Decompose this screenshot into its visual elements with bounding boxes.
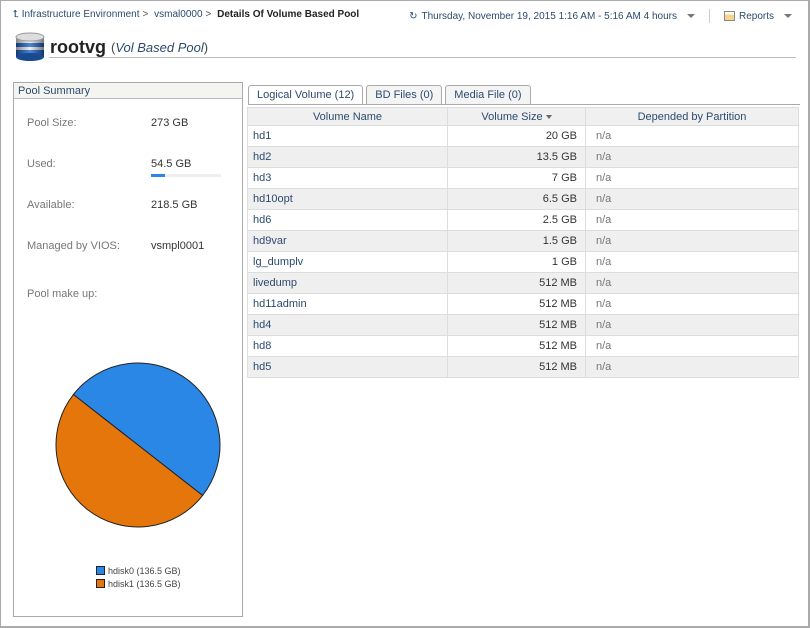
table-row[interactable]: hd9var 1.5 GB n/a xyxy=(247,230,799,252)
table-row[interactable]: hd10opt 6.5 GB n/a xyxy=(247,188,799,210)
time-range-icon: ↻ xyxy=(409,10,418,22)
table-row[interactable]: hd6 2.5 GB n/a xyxy=(247,209,799,231)
divider xyxy=(708,9,710,23)
used-progress-bar xyxy=(151,174,221,177)
depended-by-partition-cell: n/a xyxy=(585,293,799,315)
tab-bd-files[interactable]: BD Files (0) xyxy=(366,85,443,104)
volume-size-cell: 20 GB xyxy=(447,125,586,147)
volume-size-cell: 2.5 GB xyxy=(447,209,586,231)
depended-by-partition-cell: n/a xyxy=(585,188,799,210)
volume-size-cell: 1 GB xyxy=(447,251,586,273)
tab-media-file[interactable]: Media File (0) xyxy=(445,85,531,104)
volume-name-cell: hd8 xyxy=(247,335,448,357)
depended-by-partition-cell: n/a xyxy=(585,314,799,336)
panel-header: Pool Summary xyxy=(14,83,242,99)
volume-name-cell: hd9var xyxy=(247,230,448,252)
depended-by-partition-cell: n/a xyxy=(585,230,799,252)
depended-by-partition-cell: n/a xyxy=(585,356,799,378)
volume-size-cell: 6.5 GB xyxy=(447,188,586,210)
column-header-depended-by-partition[interactable]: Depended by Partition xyxy=(585,107,799,126)
column-header-volume-name[interactable]: Volume Name xyxy=(247,107,448,126)
volume-name-cell: hd6 xyxy=(247,209,448,231)
breadcrumb: ⮤ Infrastructure Environment > vsmal0000 >… xyxy=(13,9,360,20)
pool-size-value: 273 GB xyxy=(151,117,189,129)
available-label: Available: xyxy=(27,199,75,211)
table-row[interactable]: hd2 13.5 GB n/a xyxy=(247,146,799,168)
pool-name: rootvg xyxy=(50,36,106,57)
depended-by-partition-cell: n/a xyxy=(585,125,799,147)
vios-value[interactable]: vsmpl0001 xyxy=(151,240,205,252)
table-row[interactable]: hd5 512 MB n/a xyxy=(247,356,799,378)
legend-item: hdisk1 (136.5 GB) xyxy=(96,577,181,590)
table-row[interactable]: hd11admin 512 MB n/a xyxy=(247,293,799,315)
pool-size-label: Pool Size: xyxy=(27,117,77,129)
volume-name-cell: livedump xyxy=(247,272,448,294)
legend-item: hdisk0 (136.5 GB) xyxy=(96,564,181,577)
volume-name-cell: lg_dumplv xyxy=(247,251,448,273)
table-row[interactable]: hd4 512 MB n/a xyxy=(247,314,799,336)
used-value: 54.5 GB xyxy=(151,158,192,170)
volume-name-cell: hd5 xyxy=(247,356,448,378)
sort-descending-icon xyxy=(545,114,552,119)
pie-slice-0 xyxy=(72,362,221,497)
reports-icon xyxy=(723,11,735,21)
pool-summary-panel: Pool Summary Pool Size: 273 GB Used: 54.… xyxy=(13,82,243,617)
volume-size-cell: 512 MB xyxy=(447,314,586,336)
table-row[interactable]: hd8 512 MB n/a xyxy=(247,335,799,357)
pie-slice-1 xyxy=(55,393,204,528)
chart-legend: hdisk0 (136.5 GB) hdisk1 (136.5 GB) xyxy=(96,564,181,590)
tab-logical-volume[interactable]: Logical Volume (12) xyxy=(248,85,364,105)
depended-by-partition-cell: n/a xyxy=(585,335,799,357)
reports-menu[interactable]: Reports xyxy=(738,10,774,22)
depended-by-partition-cell: n/a xyxy=(585,272,799,294)
depended-by-partition-cell: n/a xyxy=(585,251,799,273)
page-title: rootvg (Vol Based Pool) xyxy=(14,32,208,62)
volume-size-cell: 1.5 GB xyxy=(447,230,586,252)
available-value: 218.5 GB xyxy=(151,199,198,211)
up-arrow-icon[interactable]: ⮤ xyxy=(13,9,19,20)
volume-name-cell: hd1 xyxy=(247,125,448,147)
volume-name-cell: hd10opt xyxy=(247,188,448,210)
table-row[interactable]: hd3 7 GB n/a xyxy=(247,167,799,189)
chevron-down-icon[interactable] xyxy=(686,14,695,18)
legend-swatch xyxy=(96,566,105,575)
title-divider xyxy=(49,57,796,58)
depended-by-partition-cell: n/a xyxy=(585,146,799,168)
volume-size-cell: 7 GB xyxy=(447,167,586,189)
volume-size-cell: 512 MB xyxy=(447,335,586,357)
volume-size-cell: 13.5 GB xyxy=(447,146,586,168)
tab-divider xyxy=(248,104,800,105)
volume-size-cell: 512 MB xyxy=(447,293,586,315)
volume-size-cell: 512 MB xyxy=(447,272,586,294)
breadcrumb-current: Details Of Volume Based Pool xyxy=(217,9,360,20)
legend-swatch xyxy=(96,579,105,588)
volume-name-cell: hd2 xyxy=(247,146,448,168)
depended-by-partition-cell: n/a xyxy=(585,167,799,189)
database-icon xyxy=(15,32,45,61)
breadcrumb-infrastructure[interactable]: Infrastructure Environment xyxy=(21,9,140,20)
column-header-volume-size[interactable]: Volume Size xyxy=(447,107,586,126)
chevron-down-icon[interactable] xyxy=(784,14,792,18)
used-label: Used: xyxy=(27,158,56,170)
logical-volume-table: Volume Name Volume Size Depended by Part… xyxy=(247,107,799,378)
time-range-selector[interactable]: Thursday, November 19, 2015 1:16 AM - 5:… xyxy=(421,10,677,22)
table-row[interactable]: lg_dumplv 1 GB n/a xyxy=(247,251,799,273)
pool-makeup-pie-chart xyxy=(55,362,221,528)
tab-bar: Logical Volume (12) BD Files (0) Media F… xyxy=(248,85,531,105)
volume-size-cell: 512 MB xyxy=(447,356,586,378)
vios-label: Managed by VIOS: xyxy=(27,240,120,252)
volume-name-cell: hd11admin xyxy=(247,293,448,315)
pool-makeup-label: Pool make up: xyxy=(27,288,98,300)
breadcrumb-host[interactable]: vsmal0000 xyxy=(154,9,203,20)
used-progress-fill xyxy=(151,174,165,177)
table-row[interactable]: hd1 20 GB n/a xyxy=(247,125,799,147)
table-row[interactable]: livedump 512 MB n/a xyxy=(247,272,799,294)
pool-type: Vol Based Pool xyxy=(115,39,204,55)
depended-by-partition-cell: n/a xyxy=(585,209,799,231)
volume-name-cell: hd3 xyxy=(247,167,448,189)
volume-name-cell: hd4 xyxy=(247,314,448,336)
